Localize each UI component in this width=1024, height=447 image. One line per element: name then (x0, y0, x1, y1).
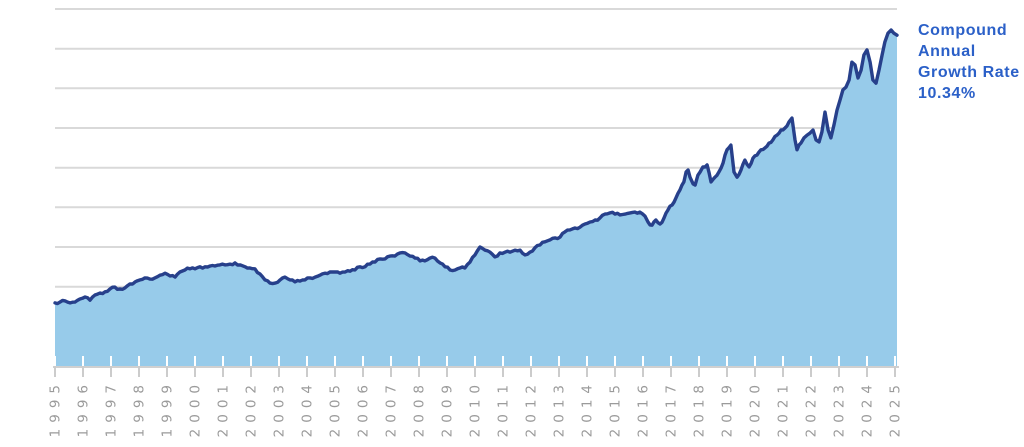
x-axis-year-label: 2012 (524, 379, 540, 437)
x-axis-year-label: 2005 (328, 379, 344, 437)
x-axis-year-label: 2021 (776, 379, 792, 437)
cagr-value: 10.34% (918, 85, 976, 102)
x-axis-year-label: 2024 (860, 379, 876, 437)
x-axis-year-label: 1997 (104, 379, 120, 437)
x-axis-year-label: 2004 (300, 379, 316, 437)
x-axis-year-label: 2017 (664, 379, 680, 437)
cagr-line-1: Compound (918, 22, 1008, 39)
cagr-annotation: Compound Annual Growth Rate 10.34% (918, 20, 1024, 104)
x-axis-year-label: 2007 (384, 379, 400, 437)
x-axis-year-label: 2003 (272, 379, 288, 437)
x-axis-year-label: 2010 (468, 379, 484, 437)
x-axis-year-label: 2018 (692, 379, 708, 437)
cagr-line-2: Annual (918, 43, 976, 60)
x-axis-year-label: 2013 (552, 379, 568, 437)
x-axis-year-label: 2008 (412, 379, 428, 437)
x-axis-year-label: 2006 (356, 379, 372, 437)
x-axis-year-label: 2001 (216, 379, 232, 437)
growth-line (53, 28, 899, 306)
x-axis-year-label: 1999 (160, 379, 176, 437)
x-axis-year-label: 2023 (832, 379, 848, 437)
x-axis-year-label: 1995 (48, 379, 64, 437)
x-axis-year-label: 1998 (132, 379, 148, 437)
x-axis-year-label: 2025 (888, 379, 904, 437)
area-fill (55, 30, 897, 366)
x-axis-year-label: 1996 (76, 379, 92, 437)
x-axis-year-label: 2020 (748, 379, 764, 437)
x-axis-year-label: 2015 (608, 379, 624, 437)
x-axis-year-label: 2002 (244, 379, 260, 437)
x-axis-year-label: 2011 (496, 379, 512, 437)
x-axis-year-label: 2022 (804, 379, 820, 437)
x-axis-year-label: 2009 (440, 379, 456, 437)
cagr-line-3: Growth Rate (918, 64, 1020, 81)
x-axis-year-label: 2016 (636, 379, 652, 437)
x-axis-year-label: 2014 (580, 379, 596, 437)
x-axis-year-label: 2019 (720, 379, 736, 437)
x-axis-year-label: 2000 (188, 379, 204, 437)
